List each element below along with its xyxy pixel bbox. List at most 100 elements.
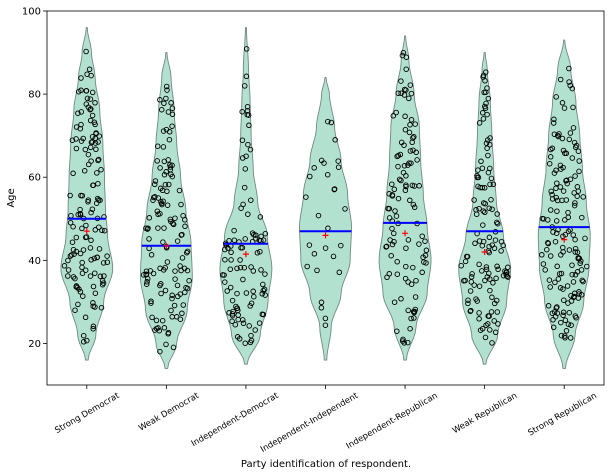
data-point [498,248,504,254]
data-point [570,279,577,285]
data-point [498,238,505,245]
data-point [389,241,396,248]
data-point [222,256,228,263]
data-point [411,315,417,321]
data-point [405,307,411,314]
data-point [403,183,409,190]
data-point [542,267,548,273]
data-point [92,290,99,296]
data-point [82,314,89,321]
data-point [169,292,175,299]
data-point [69,137,76,143]
data-point [386,205,393,212]
data-point [152,178,159,184]
data-point [547,207,554,213]
data-point [252,327,258,333]
data-point [399,338,406,344]
data-point [336,269,343,276]
data-point [488,175,495,182]
data-point [87,117,94,124]
data-point [490,280,496,286]
data-point [77,210,84,217]
data-point [157,348,163,355]
data-point [85,161,92,168]
data-point [565,228,572,235]
data-point [480,116,487,122]
data-point [251,293,257,300]
data-point [401,163,408,169]
data-point [84,337,90,344]
data-point [476,316,482,322]
data-point [241,184,248,191]
data-point [180,212,186,219]
data-point [89,206,96,212]
data-point [248,197,254,203]
data-point [144,279,150,285]
data-point [546,160,553,167]
data-point [322,322,329,328]
data-point [491,318,497,324]
data-point [228,249,234,256]
data-point [243,153,249,159]
data-point [485,313,491,319]
data-point [145,225,151,231]
data-point [77,206,83,213]
data-point [486,205,492,211]
data-point [229,318,235,324]
data-point [161,100,167,107]
data-point [387,237,393,243]
data-point [563,328,570,334]
data-point [159,201,165,208]
data-point [166,136,173,143]
data-point [483,264,490,270]
data-point [407,82,414,88]
data-point [557,285,564,291]
data-point [403,87,409,93]
data-point [565,209,571,216]
data-point [172,268,178,274]
data-point [398,177,404,184]
data-point [73,284,80,290]
data-point [472,240,478,247]
data-point [65,257,71,264]
data-point [566,79,572,85]
data-point [87,96,94,102]
data-point [407,148,414,154]
data-point [482,334,489,341]
data-point [160,267,167,273]
data-point [170,221,177,228]
data-point [169,314,175,320]
data-point [489,206,495,212]
data-point [179,310,185,317]
data-point [338,242,344,249]
data-point [566,247,573,253]
data-point [247,146,254,153]
x-tick-label: Strong Democrat [53,391,122,436]
data-point [560,309,567,316]
data-point [65,273,71,279]
data-point [487,181,493,188]
data-point [72,307,78,313]
data-point [335,158,341,164]
data-point [240,320,247,327]
data-point [75,110,81,116]
data-point [86,66,93,73]
data-point [406,129,413,136]
data-point [82,267,89,273]
data-point [79,270,86,276]
data-point [407,122,413,128]
data-point [553,167,559,174]
data-point [90,303,96,309]
data-point [235,316,241,323]
data-point [485,95,492,102]
data-point [93,146,99,153]
data-point [547,146,554,153]
data-point [483,69,489,75]
data-point [92,100,98,106]
data-point [549,191,555,198]
data-point [578,292,585,298]
data-point [174,282,181,289]
data-point [554,180,560,186]
data-point [575,148,582,154]
data-point [78,87,84,94]
